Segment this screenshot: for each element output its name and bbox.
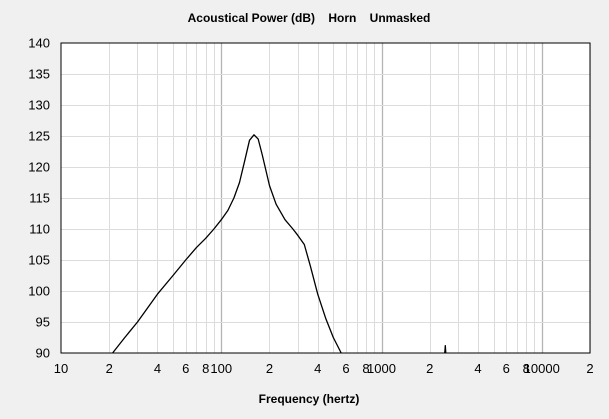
- series-group: [112, 134, 447, 354]
- y-tick-label: 140: [28, 36, 50, 51]
- y-tick-labels: 90 95 100 105 110 115 120 125 130 135 140: [28, 36, 50, 361]
- y-tick-label: 95: [36, 315, 50, 330]
- x-tick-label: 6: [342, 361, 349, 376]
- x-tick-label: 6: [182, 361, 189, 376]
- x-tick-label: 4: [474, 361, 481, 376]
- x-tick-label: 4: [154, 361, 161, 376]
- series-line: [112, 134, 342, 354]
- x-tick-label: 8: [202, 361, 209, 376]
- y-tick-label: 90: [36, 346, 50, 361]
- y-tick-label: 135: [28, 67, 50, 82]
- y-tick-label: 110: [29, 222, 50, 237]
- plot-border: [60, 42, 591, 354]
- series-line: [444, 344, 447, 354]
- x-axis-label: Frequency (hertz): [259, 392, 360, 406]
- y-tick-label: 115: [29, 191, 50, 206]
- y-tick-label: 130: [28, 98, 50, 113]
- x-tick-label: 8: [523, 361, 530, 376]
- x-tick-label: 2: [586, 361, 593, 376]
- x-tick-label: 10: [54, 361, 68, 376]
- x-tick-label: 6: [503, 361, 510, 376]
- chart-title: Acoustical Power (dB) Horn Unmasked: [188, 11, 431, 25]
- y-tick-label: 105: [28, 253, 50, 268]
- x-tick-label: 2: [426, 361, 433, 376]
- x-tick-label: 100: [210, 361, 232, 376]
- x-tick-label: 4: [314, 361, 321, 376]
- x-tick-label: 2: [266, 361, 273, 376]
- x-tick-label: 2: [106, 361, 113, 376]
- x-tick-label: 10000: [524, 361, 560, 376]
- x-tick-label: 8: [362, 361, 369, 376]
- x-tick-label: 1000: [367, 361, 396, 376]
- y-tick-label: 100: [28, 284, 50, 299]
- y-tick-label: 125: [28, 129, 50, 144]
- y-tick-label: 120: [28, 160, 50, 175]
- grid-lines: [61, 43, 591, 353]
